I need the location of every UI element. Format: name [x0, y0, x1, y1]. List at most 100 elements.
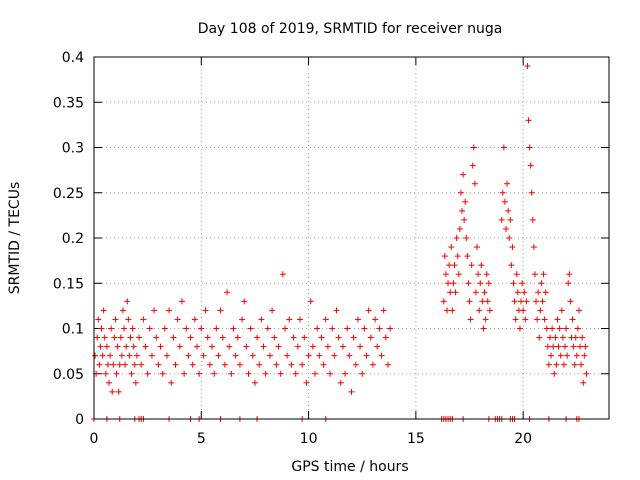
data-point [128, 370, 135, 377]
data-point [380, 307, 387, 314]
data-point [369, 361, 376, 368]
data-point [131, 361, 138, 368]
x-tick-label: 10 [300, 431, 318, 447]
data-point [148, 352, 155, 359]
data-point [155, 361, 162, 368]
data-point [578, 361, 585, 368]
data-point [109, 388, 116, 395]
data-point [211, 370, 218, 377]
data-point [100, 307, 107, 314]
data-point [359, 370, 366, 377]
data-point [254, 334, 261, 341]
data-point [543, 325, 550, 332]
data-point [163, 352, 170, 359]
data-point [459, 207, 466, 214]
data-point [104, 361, 111, 368]
data-point [303, 379, 310, 386]
data-point [312, 370, 319, 377]
y-tick-label: 0.2 [62, 231, 84, 247]
data-point [243, 343, 250, 350]
data-point [582, 343, 589, 350]
data-point [571, 361, 578, 368]
data-point [470, 144, 477, 151]
data-point [178, 298, 185, 305]
data-point [153, 334, 160, 341]
data-point [281, 325, 288, 332]
data-point [468, 262, 475, 269]
x-tick-label: 5 [197, 431, 206, 447]
data-point [367, 334, 374, 341]
data-point [581, 352, 588, 359]
data-point [113, 370, 120, 377]
data-point [196, 370, 203, 377]
data-point [560, 361, 567, 368]
data-point [324, 343, 331, 350]
data-point [563, 325, 570, 332]
data-point [523, 298, 530, 305]
data-point [241, 298, 248, 305]
data-point [481, 289, 488, 296]
data-point [565, 280, 572, 287]
data-point [92, 352, 99, 359]
data-point [464, 253, 471, 260]
data-point [583, 370, 590, 377]
data-point [542, 289, 549, 296]
data-point [462, 198, 469, 205]
data-point [545, 361, 552, 368]
data-point [202, 307, 209, 314]
data-point [206, 361, 213, 368]
data-point [157, 343, 164, 350]
data-point [262, 370, 269, 377]
data-point [209, 343, 216, 350]
data-point [331, 352, 338, 359]
data-point [465, 280, 472, 287]
data-point [505, 207, 512, 214]
data-point [277, 370, 284, 377]
y-tick-label: 0 [75, 412, 84, 428]
data-point [269, 307, 276, 314]
data-point [509, 244, 516, 251]
y-tick-label: 0.35 [53, 95, 84, 111]
data-point [500, 144, 507, 151]
data-point [170, 334, 177, 341]
data-point [230, 325, 237, 332]
y-tick-label: 0.1 [62, 322, 84, 338]
data-point [522, 316, 529, 323]
data-point [309, 343, 316, 350]
data-point [335, 334, 342, 341]
data-point [136, 334, 143, 341]
data-point [482, 316, 489, 323]
data-point [236, 361, 243, 368]
y-tick-label: 0.3 [62, 141, 84, 157]
data-point [461, 216, 468, 223]
data-point [570, 343, 577, 350]
data-point [191, 316, 198, 323]
data-point [512, 316, 519, 323]
data-point [301, 334, 308, 341]
data-point [535, 289, 542, 296]
data-point [142, 343, 149, 350]
data-point [297, 316, 303, 323]
data-point [577, 343, 584, 350]
data-point [286, 316, 293, 323]
data-point [339, 343, 346, 350]
data-point [445, 280, 452, 287]
plot-frame [93, 56, 610, 420]
data-point [226, 343, 233, 350]
data-point [471, 180, 478, 187]
data-point [305, 352, 312, 359]
data-point [96, 361, 103, 368]
data-point [318, 334, 325, 341]
y-tick-label: 0.05 [53, 367, 84, 383]
data-point [187, 334, 194, 341]
data-point [469, 162, 476, 169]
data-point [251, 379, 258, 386]
data-point [506, 235, 513, 241]
data-point [185, 352, 192, 359]
data-point [476, 307, 483, 314]
data-point [279, 271, 286, 278]
data-point [538, 280, 545, 287]
data-point [531, 271, 538, 278]
data-point [572, 334, 579, 341]
data-point [260, 343, 267, 350]
